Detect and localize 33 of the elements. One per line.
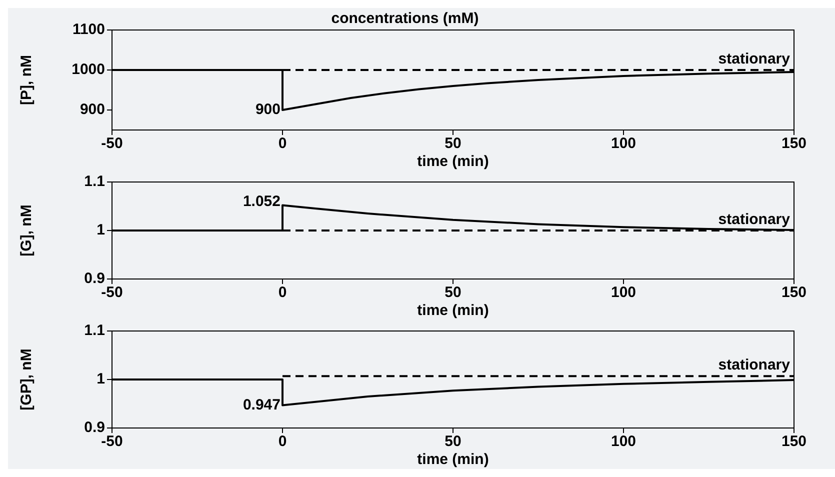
y-axis-title: [P], nM bbox=[18, 55, 36, 105]
series-label: stationary bbox=[718, 356, 791, 374]
series-label: stationary bbox=[718, 211, 791, 228]
x-axis-title: time (min) bbox=[417, 153, 489, 170]
y-tick-label: 1.1 bbox=[84, 322, 105, 340]
y-tick-label: 1.1 bbox=[84, 173, 105, 190]
x-tick-label: 0 bbox=[278, 433, 287, 450]
y-axis-title: [G], nM bbox=[18, 204, 36, 256]
data-label: 900 bbox=[255, 101, 280, 118]
x-tick-label: 150 bbox=[781, 433, 807, 450]
data-label: 1.052 bbox=[242, 192, 280, 210]
x-tick-label: 50 bbox=[444, 284, 462, 302]
x-tick-label: 100 bbox=[610, 284, 636, 302]
x-axis-title: time (min) bbox=[417, 302, 489, 320]
y-axis-title: [GP], nM bbox=[18, 348, 36, 410]
x-tick-label: 100 bbox=[610, 135, 636, 152]
y-tick-label: 900 bbox=[80, 101, 105, 118]
x-tick-label: 50 bbox=[444, 433, 462, 450]
data-label: 0.947 bbox=[242, 396, 280, 414]
x-tick-label: 0 bbox=[278, 284, 287, 302]
chart-title: concentrations (mM) bbox=[331, 10, 479, 28]
x-tick-label: -50 bbox=[101, 135, 123, 152]
x-tick-label: 0 bbox=[278, 135, 287, 152]
x-tick-label: 150 bbox=[781, 135, 807, 152]
x-tick-label: 100 bbox=[610, 433, 636, 450]
x-tick-label: 50 bbox=[444, 135, 462, 152]
y-tick-label: 1 bbox=[96, 222, 105, 239]
series-label: stationary bbox=[718, 50, 791, 68]
y-tick-label: 1100 bbox=[72, 21, 105, 38]
x-tick-label: 150 bbox=[781, 284, 807, 302]
y-tick-label: 1000 bbox=[72, 61, 105, 78]
y-tick-label: 1 bbox=[96, 370, 105, 388]
x-axis-title: time (min) bbox=[417, 451, 489, 468]
